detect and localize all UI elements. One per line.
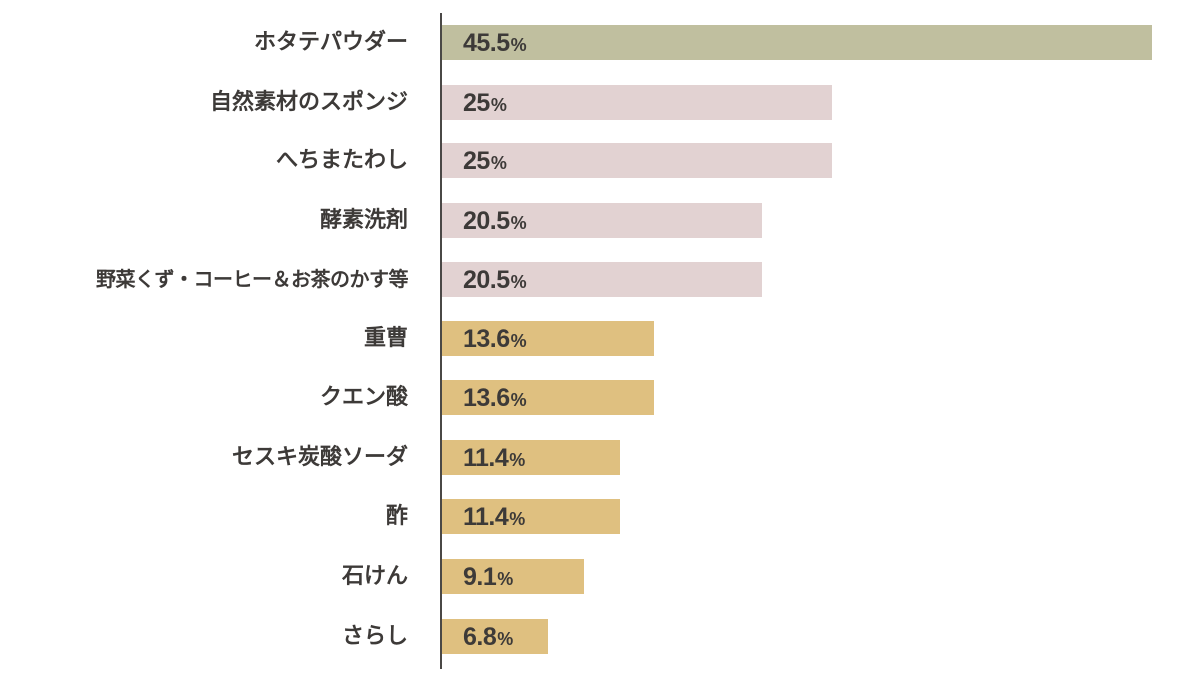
bar-value-label: 45.5% xyxy=(463,25,527,60)
bar-row: さらし 6.8% xyxy=(0,619,1199,654)
value-number: 13.6 xyxy=(463,325,510,353)
bar-value-label: 6.8% xyxy=(463,619,513,654)
value-number: 9.1 xyxy=(463,563,497,591)
bar xyxy=(442,85,833,120)
bar xyxy=(442,559,584,594)
bar xyxy=(442,203,762,238)
percent-sign: % xyxy=(490,153,507,173)
percent-sign: % xyxy=(490,95,507,115)
bar-row: ホタテパウダー 45.5% xyxy=(0,25,1199,60)
value-number: 20.5 xyxy=(463,207,510,235)
bar-value-label: 11.4% xyxy=(463,499,525,534)
bar-row: 自然素材のスポンジ 25% xyxy=(0,85,1199,120)
value-number: 11.4 xyxy=(463,444,509,472)
value-number: 11.4 xyxy=(463,503,509,531)
bar-value-label: 13.6% xyxy=(463,380,527,415)
value-number: 45.5 xyxy=(463,29,510,57)
bar xyxy=(442,25,1152,60)
bar-row: 酵素洗剤 20.5% xyxy=(0,203,1199,238)
category-label: 酢 xyxy=(385,504,408,529)
percent-sign: % xyxy=(510,272,527,292)
category-label: 野菜くず・コーヒー＆お茶のかす等 xyxy=(96,267,409,291)
category-label: セスキ炭酸ソーダ xyxy=(231,445,408,470)
percent-sign: % xyxy=(510,390,527,410)
percent-sign: % xyxy=(510,213,527,233)
value-number: 25 xyxy=(463,89,490,117)
value-number: 6.8 xyxy=(463,623,497,651)
bar xyxy=(442,262,762,297)
bar xyxy=(442,499,620,534)
bar-row: 重曹 13.6% xyxy=(0,321,1199,356)
category-label: 重曹 xyxy=(363,326,408,351)
bar xyxy=(442,143,833,178)
bar xyxy=(442,321,655,356)
bar xyxy=(442,380,655,415)
value-number: 13.6 xyxy=(463,384,510,412)
bar xyxy=(442,619,549,654)
category-label: クエン酸 xyxy=(319,385,408,410)
bar-value-label: 25% xyxy=(463,143,507,178)
percent-sign: % xyxy=(509,450,525,470)
y-axis-line xyxy=(440,13,442,669)
bar-row: へちまたわし 25% xyxy=(0,143,1199,178)
category-label: 石けん xyxy=(341,564,408,589)
percent-sign: % xyxy=(497,569,513,589)
bar-value-label: 11.4% xyxy=(463,440,525,475)
bar-value-label: 25% xyxy=(463,85,507,120)
category-label: 酵素洗剤 xyxy=(319,208,408,233)
bar-row: 石けん 9.1% xyxy=(0,559,1199,594)
percent-sign: % xyxy=(510,35,527,55)
bar-value-label: 20.5% xyxy=(463,262,527,297)
bar-row: クエン酸 13.6% xyxy=(0,380,1199,415)
bar xyxy=(442,440,620,475)
value-number: 25 xyxy=(463,147,490,175)
percent-sign: % xyxy=(510,331,527,351)
bar-row: セスキ炭酸ソーダ 11.4% xyxy=(0,440,1199,475)
bar-value-label: 20.5% xyxy=(463,203,527,238)
category-label: 自然素材のスポンジ xyxy=(209,90,408,115)
bar-row: 野菜くず・コーヒー＆お茶のかす等 20.5% xyxy=(0,262,1199,297)
percent-sign: % xyxy=(497,629,513,649)
bar-row: 酢 11.4% xyxy=(0,499,1199,534)
category-label: ホタテパウダー xyxy=(253,30,408,55)
bar-value-label: 9.1% xyxy=(463,559,513,594)
value-number: 20.5 xyxy=(463,266,510,294)
category-label: さらし xyxy=(341,624,408,649)
bar-value-label: 13.6% xyxy=(463,321,527,356)
category-label: へちまたわし xyxy=(275,148,408,173)
percent-sign: % xyxy=(509,509,525,529)
